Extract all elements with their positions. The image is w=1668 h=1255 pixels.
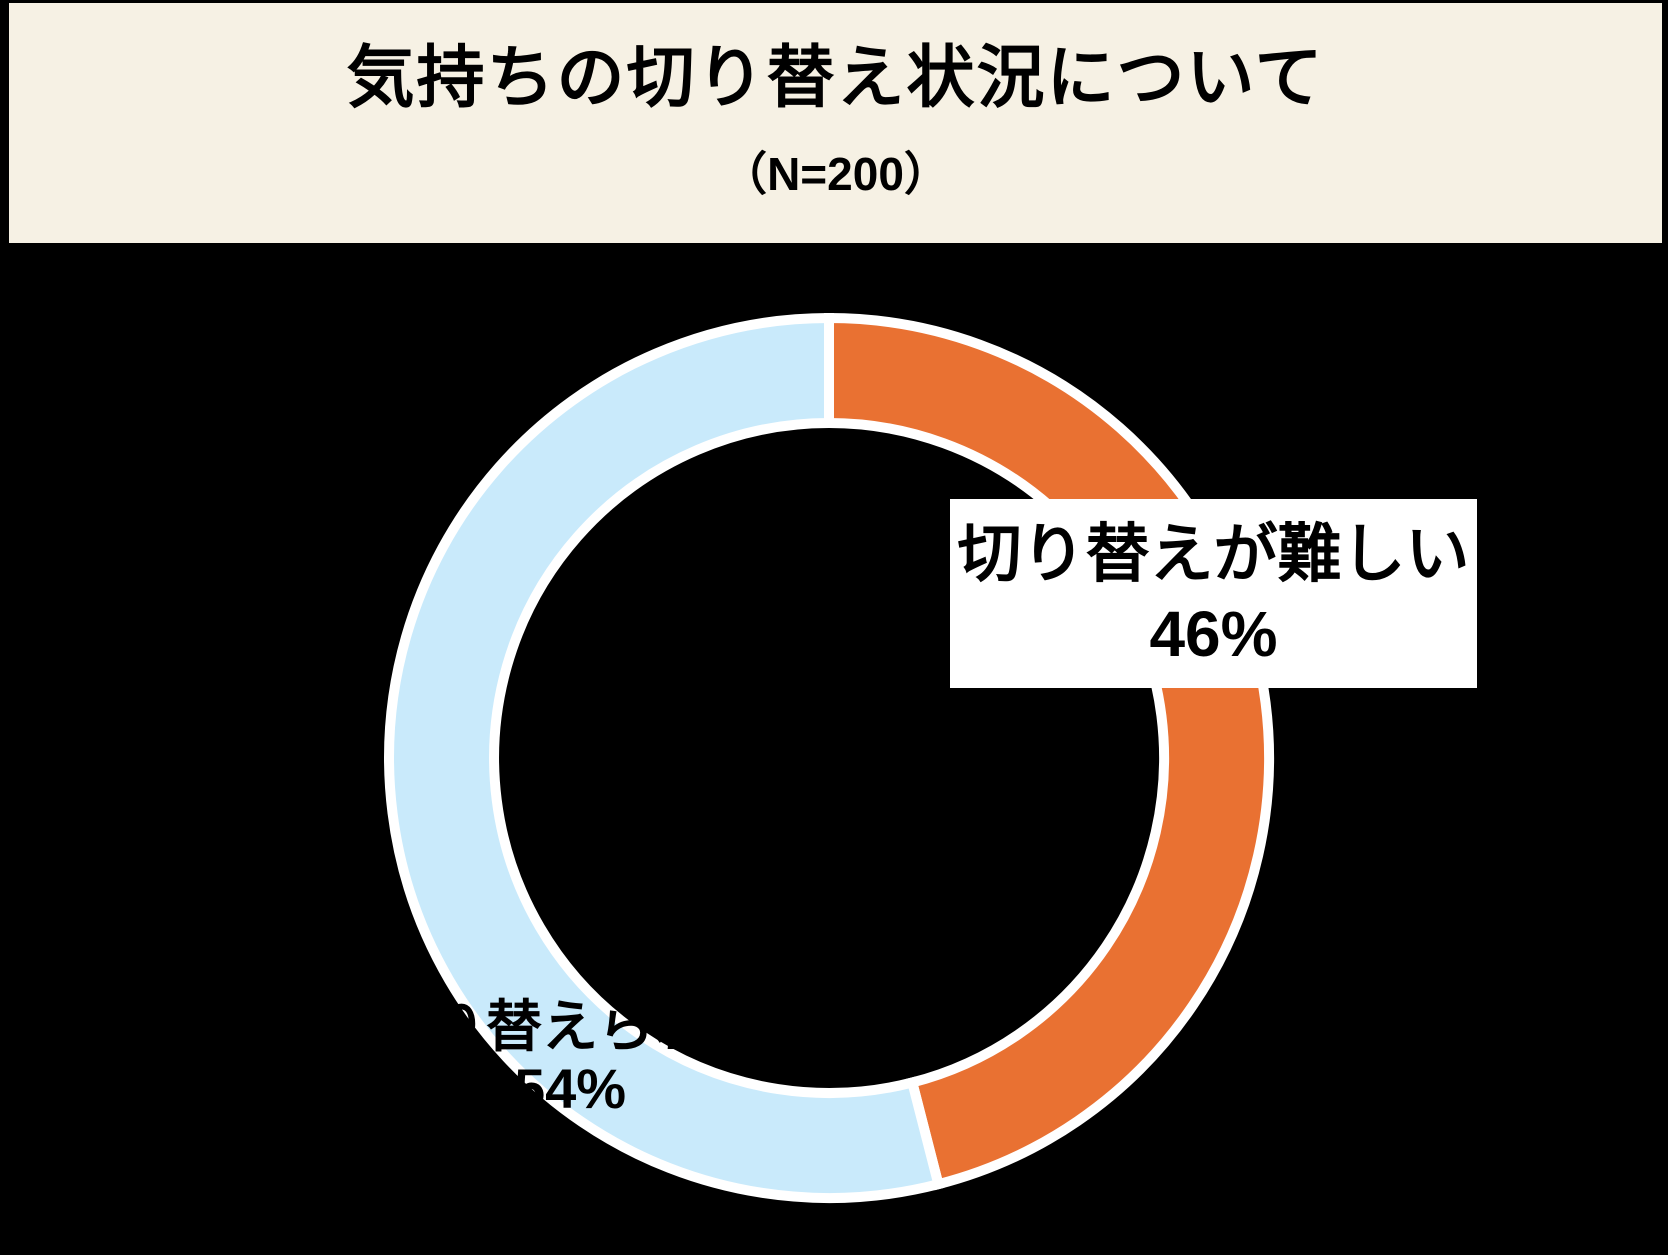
callout-difficult-box: 切り替えが難しい 46% [950,499,1477,688]
callout-difficult-value: 46% [1149,597,1278,670]
label-able: 切り替えられる 54% [290,996,850,1120]
sample-size-label: （N=200） [721,148,950,200]
callout-difficult-label: 切り替えが難しい [957,517,1470,590]
donut-segment-difficult [824,312,1275,1191]
chart-title: 気持ちの切り替え状況について [346,40,1325,116]
label-able-text: 切り替えられる [374,995,766,1058]
label-able-value: 54% [513,1057,627,1120]
donut-segment-able [384,312,945,1203]
chart-header: 気持ちの切り替え状況について （N=200） [9,3,1662,243]
